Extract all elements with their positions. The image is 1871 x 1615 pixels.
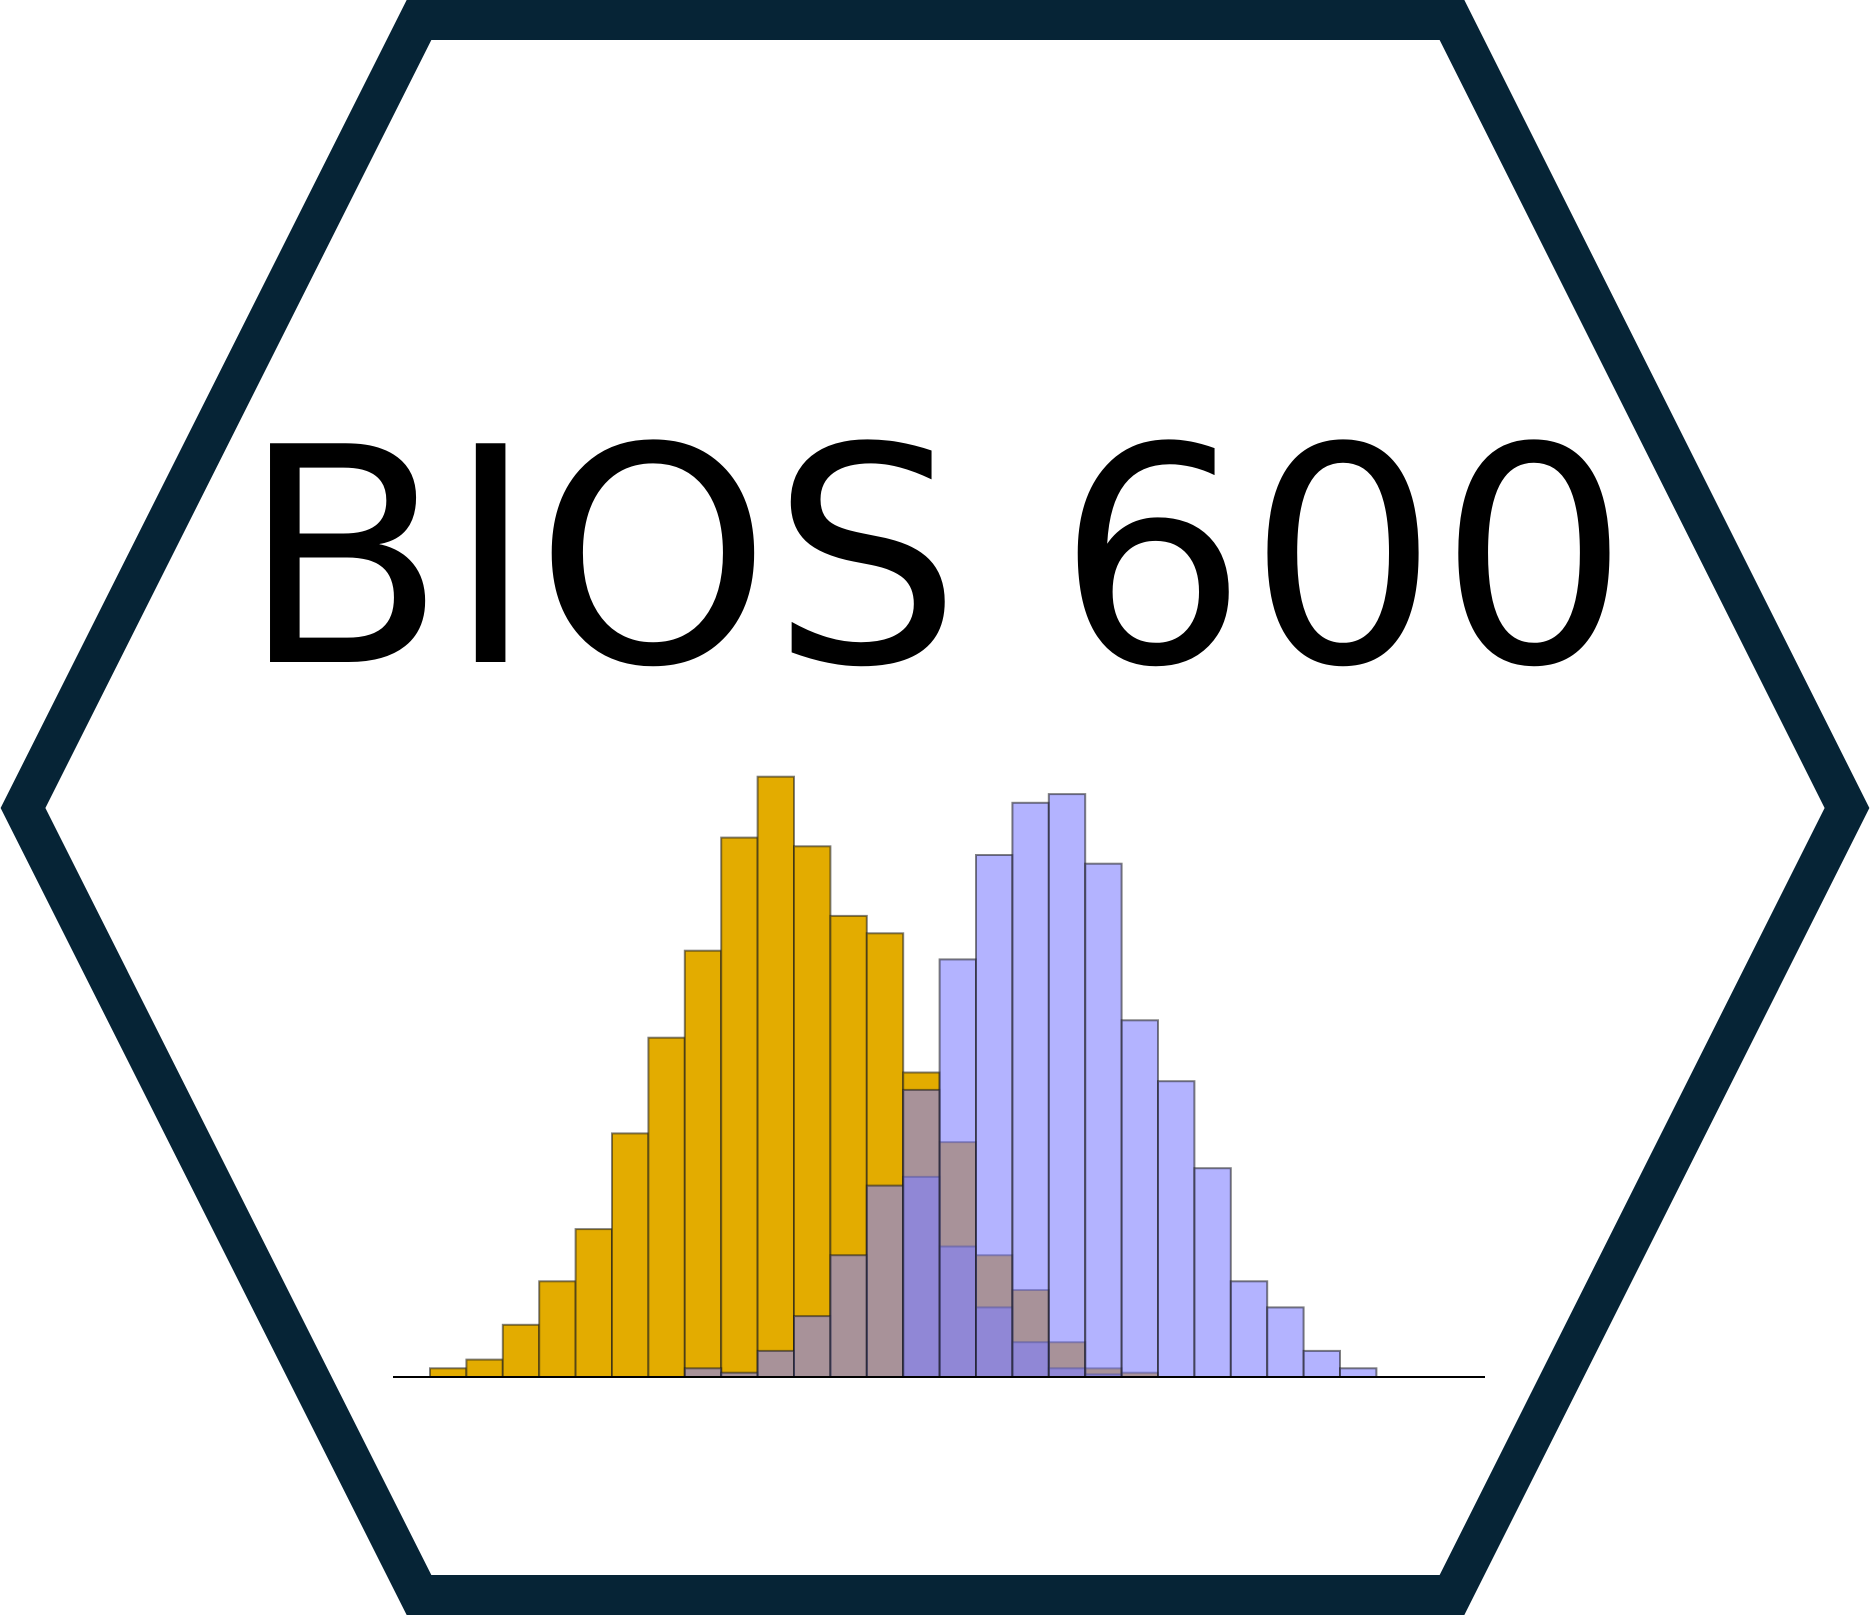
histogram-bar (501, 1323, 541, 1379)
histogram-bar (1157, 1080, 1196, 1378)
histogram-bar (720, 836, 759, 1378)
histogram-bar (683, 949, 723, 1378)
histogram-bar (1229, 1280, 1269, 1379)
histogram-bar (1302, 1349, 1341, 1379)
histogram-bar (938, 958, 977, 1379)
histogram-bar (975, 854, 1014, 1378)
histogram-bar (829, 1254, 868, 1378)
histogram-graphic (393, 775, 1485, 1379)
histogram-bar (465, 1358, 504, 1378)
histogram-bar (756, 1349, 795, 1379)
histogram-bar (902, 1088, 941, 1379)
histogram-bar (647, 1036, 686, 1378)
histogram-bar (865, 1184, 905, 1378)
histogram-bar (1084, 862, 1123, 1378)
histogram-bar (1120, 1019, 1159, 1378)
histogram-bar (429, 1367, 468, 1379)
histogram-bar (1193, 1167, 1232, 1378)
logo-title: BIOS 600 (241, 384, 1630, 733)
histogram-bar (683, 1367, 723, 1379)
histogram-bar (1266, 1306, 1305, 1379)
histogram-bar (574, 1228, 613, 1378)
histogram-bar (793, 1315, 832, 1378)
histogram-bar (1047, 793, 1087, 1378)
histogram-bar (611, 1132, 650, 1379)
histogram-bar (793, 845, 832, 1378)
histogram-bar (538, 1280, 577, 1379)
histogram-bar (1339, 1367, 1378, 1379)
histogram-bar (756, 775, 795, 1378)
histogram-bar (1011, 801, 1050, 1378)
